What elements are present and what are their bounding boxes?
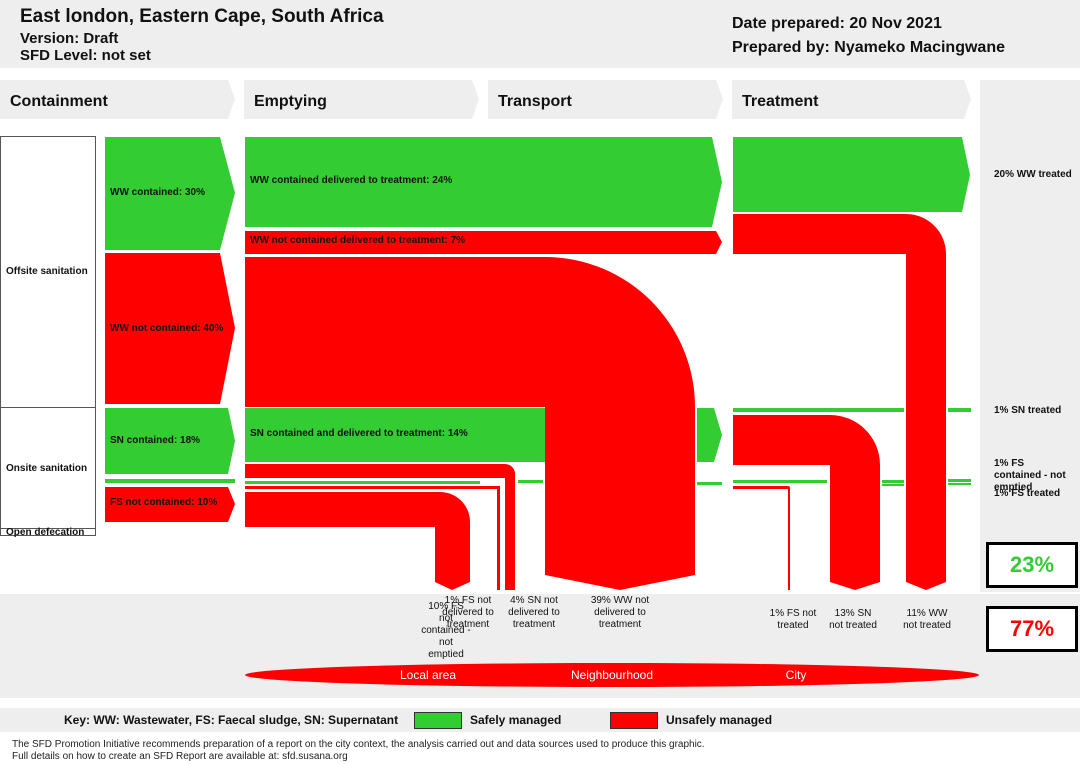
unsafe-key-label: Unsafely managed	[666, 713, 773, 727]
key-bar	[0, 708, 1080, 732]
fs-treated-line-d	[882, 484, 904, 486]
stage-treatment: Treatment	[732, 82, 962, 120]
fs-not-delivered-drop	[497, 486, 500, 590]
fs-treated-line-b	[882, 480, 904, 483]
ww-not-delivered-flow	[245, 257, 695, 590]
page-title: East london, Eastern Cape, South Africa	[20, 6, 384, 27]
unsafe-percentage: 77%	[986, 606, 1078, 652]
key-text: Key: WW: Wastewater, FS: Faecal sludge, …	[64, 713, 399, 727]
safe-percentage: 23%	[986, 542, 1078, 588]
safe-key-label: Safely managed	[470, 713, 562, 727]
header: East london, Eastern Cape, South Africa …	[0, 0, 1080, 68]
fs-not-contained-arrow	[105, 487, 235, 522]
sn-delivered-transport	[697, 408, 722, 462]
sn-delivered-label: SN contained and delivered to treatment:…	[250, 428, 468, 439]
unsafe-swatch	[610, 712, 658, 729]
stage-label: Treatment	[742, 93, 819, 110]
stage-arrows	[0, 80, 971, 119]
fs-contained-line	[105, 479, 235, 483]
fs-not-delivered-loss-label: 1% FS not delivered to treatment	[442, 595, 494, 630]
stage-arrow-containment	[0, 80, 235, 119]
stage-arrow-treatment	[732, 80, 971, 119]
fs-not-contained-label: FS not contained: 10%	[110, 497, 218, 508]
fs-not-delivered-thin	[245, 486, 500, 489]
sfd-level-label: SFD Level: not set	[20, 47, 151, 64]
outcome-panel	[980, 80, 1080, 592]
sn-contained-arrow	[105, 408, 235, 474]
stage-arrow-transport	[488, 80, 723, 119]
stage-arrow-emptying	[244, 80, 479, 119]
sn-treated-line-a	[733, 408, 904, 412]
ww-not-contained-arrow	[105, 253, 235, 404]
fs-not-emptied-loss-label: 10% FS not contained - not emptied	[421, 601, 471, 660]
fs-contained-thin	[245, 481, 480, 484]
version-label: Version: Draft	[20, 30, 119, 47]
fs-transport-line-2	[697, 482, 722, 485]
sn-not-treated-loss-label: 13% SN not treated	[829, 608, 877, 631]
stage-label: Emptying	[254, 93, 327, 110]
fs-not-emptied-flow	[245, 492, 470, 590]
stage-emptying: Emptying	[244, 82, 474, 120]
area-ellipse	[245, 663, 979, 687]
fs-treated-line-c	[948, 479, 971, 482]
onsite-box	[0, 407, 96, 529]
stage-label: Containment	[10, 93, 108, 110]
ww-not-delivered-loss-label: 39% WW not delivered to treatment	[590, 595, 650, 630]
ww-not-treated-flow	[733, 214, 946, 590]
date-label: Date prepared: 20 Nov 2021	[732, 15, 942, 32]
footer-line-2: Full details on how to create an SFD Rep…	[12, 751, 348, 762]
sn-contained-label: SN contained: 18%	[110, 435, 201, 446]
ww-not-treated-loss-label: 11% WW not treated	[903, 608, 951, 631]
sn-treated-line-b	[948, 408, 971, 412]
onsite-label: Onsite sanitation	[6, 463, 88, 474]
fs-not-treated-flow	[733, 486, 790, 590]
ww-contained-delivered-label: WW contained delivered to treatment: 24%	[250, 175, 453, 186]
fs-not-treated-loss-label: 1% FS not treated	[769, 608, 817, 631]
sn-not-delivered-loss-label: 4% SN not delivered to treatment	[508, 595, 560, 630]
sn-not-treated-flow	[733, 415, 880, 590]
fs-not-emptied-label: 1% FS contained - not emptied	[994, 458, 1066, 493]
ww-not-contained-label: WW not contained: 40%	[110, 323, 224, 334]
offsite-box	[0, 136, 96, 408]
fs-transport-line	[518, 480, 543, 483]
open-defecation-box	[0, 528, 96, 536]
fs-treated-line-e	[948, 483, 971, 485]
sn-delivered-emptying	[245, 408, 545, 462]
sn-not-delivered-flow	[245, 464, 515, 590]
open-defecation-label: Open defecation	[6, 527, 85, 538]
stage-label: Transport	[498, 93, 572, 110]
fs-treated-label: 1% FS treated	[994, 488, 1061, 499]
ww-contained-delivered-arrow	[245, 137, 722, 227]
footer-line-1: The SFD Promotion Initiative recommends …	[12, 739, 705, 750]
stage-transport: Transport	[488, 82, 718, 120]
safe-swatch	[414, 712, 462, 729]
area-neighbourhood: Neighbourhood	[570, 668, 654, 682]
ww-treated-arrow	[733, 137, 970, 212]
ww-not-contained-delivered-arrow	[245, 231, 722, 254]
area-city: City	[785, 668, 807, 682]
ww-not-contained-delivered-label: WW not contained delivered to treatment:…	[250, 235, 466, 246]
offsite-label: Offsite sanitation	[6, 266, 88, 277]
sn-treated-label: 1% SN treated	[994, 405, 1062, 416]
ww-contained-label: WW contained: 30%	[110, 187, 206, 198]
fs-treated-line-a	[733, 480, 827, 483]
stage-containment: Containment	[0, 82, 230, 120]
area-local: Local area	[399, 668, 457, 682]
ww-contained-arrow	[105, 137, 235, 250]
prepared-by-label: Prepared by: Nyameko Macingwane	[732, 39, 1005, 56]
ww-treated-label: 20% WW treated	[994, 169, 1072, 180]
